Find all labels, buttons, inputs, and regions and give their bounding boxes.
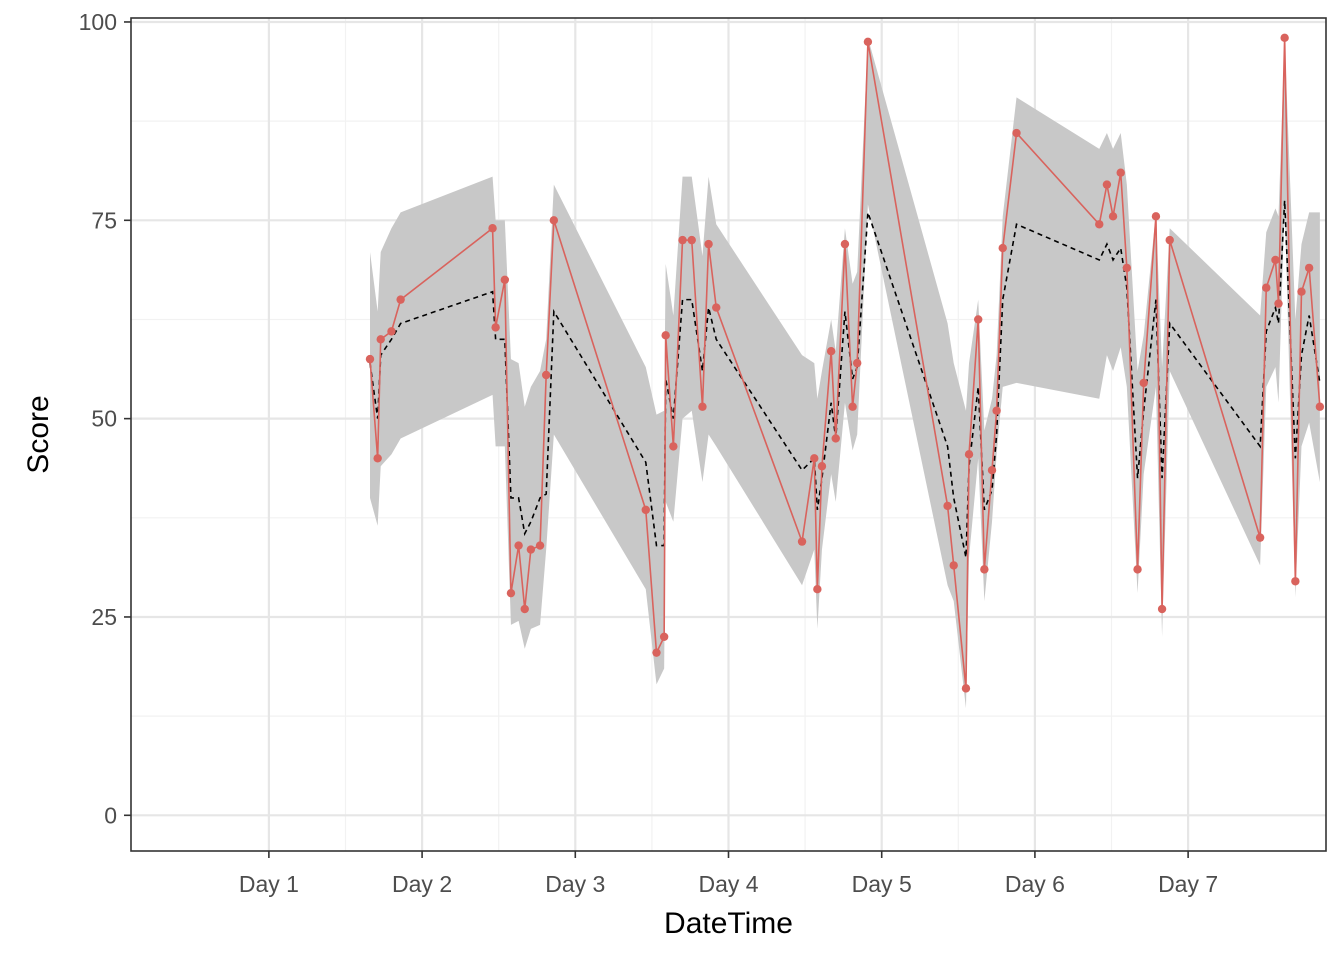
data-point	[848, 402, 857, 411]
data-point	[1151, 212, 1161, 221]
data-point	[1139, 378, 1148, 388]
data-point	[852, 358, 862, 368]
data-point	[506, 588, 516, 598]
data-point	[974, 315, 983, 324]
data-point	[678, 235, 687, 245]
data-point	[1255, 533, 1265, 542]
data-point	[365, 354, 375, 364]
confidence-band	[370, 37, 1320, 709]
data-point	[373, 454, 382, 463]
data-point	[817, 462, 827, 471]
data-point	[661, 331, 670, 340]
y-axis-title: Score	[22, 395, 55, 473]
data-point	[500, 275, 510, 284]
x-axis-title: DateTime	[664, 907, 793, 940]
data-point	[826, 347, 836, 356]
data-point	[1165, 235, 1174, 245]
data-point	[943, 501, 952, 511]
data-point	[831, 434, 840, 443]
data-point	[704, 239, 713, 249]
data-point	[964, 450, 974, 459]
data-point	[387, 327, 396, 336]
data-point	[998, 243, 1007, 253]
data-point	[1271, 255, 1280, 265]
data-point	[488, 224, 497, 233]
data-point	[1102, 180, 1112, 189]
data-point	[1122, 263, 1132, 273]
data-point	[491, 323, 500, 332]
data-point	[810, 454, 819, 463]
data-point	[687, 235, 696, 245]
x-tick-label: Day 2	[392, 871, 452, 897]
data-point	[1315, 402, 1325, 411]
data-point	[1116, 168, 1125, 177]
data-point	[1297, 287, 1306, 296]
data-point	[669, 442, 678, 451]
data-point	[813, 585, 822, 594]
data-point	[1280, 33, 1289, 43]
data-point	[1095, 220, 1104, 229]
x-tick-label: Day 3	[545, 871, 605, 897]
data-point	[712, 303, 721, 312]
data-point	[514, 541, 523, 550]
x-tick-label: Day 4	[698, 871, 758, 897]
data-point	[541, 370, 551, 380]
data-point	[652, 648, 661, 657]
observed-line-layer	[369, 37, 1321, 689]
data-point	[1012, 128, 1021, 138]
data-point	[1262, 283, 1271, 292]
confidence-band-layer	[370, 37, 1320, 709]
y-tick-label: 100	[79, 9, 117, 35]
data-point	[1291, 577, 1300, 586]
data-point	[526, 545, 536, 554]
y-tick-label: 0	[104, 802, 117, 828]
data-point	[396, 295, 405, 304]
data-point	[520, 604, 529, 614]
observed-line	[369, 37, 1321, 689]
data-point	[698, 402, 707, 411]
data-point	[659, 632, 669, 641]
data-point	[987, 466, 997, 475]
y-axis-ticks: 0 25 50 75 100	[79, 9, 131, 828]
data-point	[961, 684, 971, 693]
y-tick-label: 50	[91, 406, 117, 432]
data-point	[1108, 212, 1118, 221]
data-point	[1157, 604, 1167, 614]
x-tick-label: Day 1	[239, 871, 299, 897]
data-point	[641, 505, 650, 515]
data-point	[549, 216, 559, 225]
x-axis-ticks: Day 1 Day 2 Day 3 Day 4 Day 5 Day 6 Day 7	[239, 851, 1218, 897]
data-point	[797, 537, 807, 546]
y-tick-label: 75	[91, 207, 117, 233]
data-point	[1274, 299, 1283, 308]
data-point	[992, 406, 1001, 415]
data-point	[376, 335, 385, 344]
data-point	[1133, 565, 1142, 574]
data-point	[980, 565, 989, 574]
x-tick-label: Day 7	[1158, 871, 1218, 897]
observed-points-layer	[365, 33, 1325, 693]
x-tick-label: Day 6	[1005, 871, 1065, 897]
y-tick-label: 25	[91, 604, 117, 630]
data-point	[840, 239, 850, 249]
x-tick-label: Day 5	[852, 871, 912, 897]
data-point	[949, 561, 958, 570]
data-point	[535, 541, 545, 550]
data-point	[863, 37, 873, 46]
data-point	[1304, 263, 1314, 273]
